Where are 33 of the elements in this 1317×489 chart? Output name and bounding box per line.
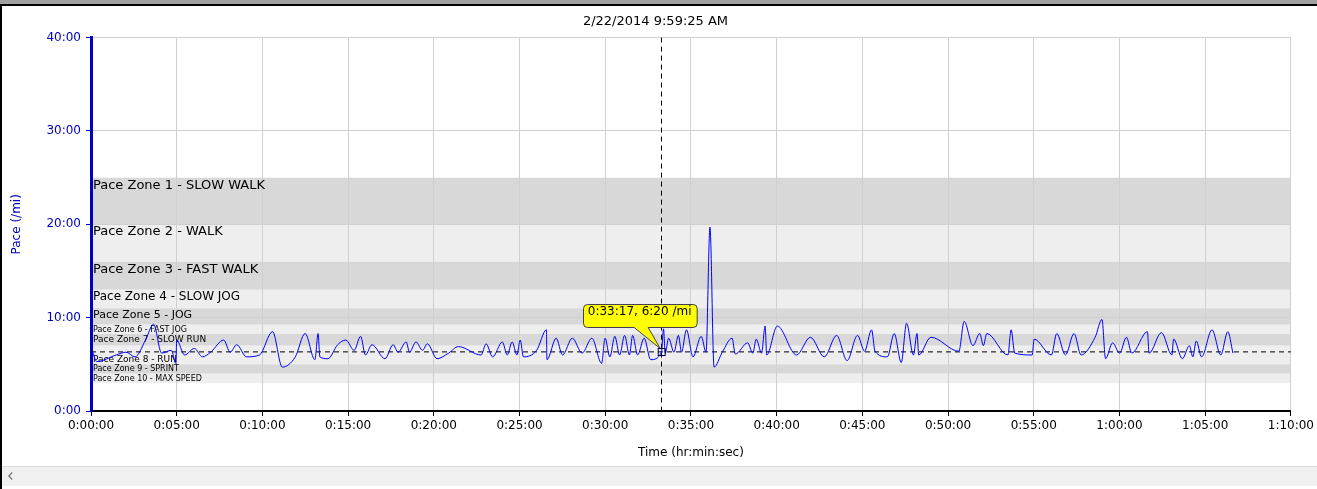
band-label: Pace Zone 5 - JOG (93, 307, 193, 321)
chart-title: 2/22/2014 9:59:25 AM (582, 13, 729, 29)
y-tick-label: 10:00 (46, 309, 81, 324)
annotation: 0:33:17, 6:20 /mi (587, 303, 692, 320)
band-label: Pace Zone 3 - FAST WALK (93, 260, 259, 276)
x-tick-label: 0:05:00 (153, 418, 200, 433)
x-tick-label: 0:35:00 (667, 418, 715, 433)
band-label: Pace Zone 2 - WALK (93, 223, 224, 239)
x-tick-label: 0:20:00 (410, 418, 457, 433)
band-label: Pace Zone 4 - SLOW JOG (93, 288, 241, 303)
x-tick-label: 0:10:00 (239, 418, 286, 433)
x-tick-label: 0:50:00 (924, 418, 972, 433)
x-axis-title: Time (hr:min:sec) (637, 444, 744, 459)
band-label: Pace Zone 6 - FAST JOG (93, 324, 187, 334)
x-tick-label: 0:55:00 (1010, 418, 1057, 433)
y-tick-label: 20:00 (46, 216, 81, 231)
y-axis-title: Pace (/mi) (9, 194, 24, 255)
x-tick-label: 0:00:00 (67, 418, 115, 433)
band-label: Pace Zone 7 - SLOW RUN (93, 333, 207, 344)
x-tick-label: 1:05:00 (1182, 418, 1229, 433)
y-tick-label: 0:00 (54, 403, 81, 418)
x-tick-label: 0:30:00 (582, 418, 629, 433)
y-tick-label: 30:00 (46, 123, 81, 138)
band-label: Pace Zone 1 - SLOW WALK (93, 176, 266, 192)
x-tick-label: 0:25:00 (496, 418, 543, 433)
x-tick-label: 0:15:00 (324, 418, 372, 433)
x-tick-label: 0:45:00 (839, 418, 886, 433)
y-tick-label: 40:00 (46, 29, 81, 44)
x-tick-label: 1:00:00 (1096, 418, 1143, 433)
band-label: Pace Zone 10 - MAX SPEED (93, 373, 202, 383)
x-tick-label: 0:40:00 (753, 418, 800, 433)
x-tick-label: 1:10:00 (1267, 418, 1314, 433)
band-label: Pace Zone 9 - SPRINT (93, 364, 180, 374)
